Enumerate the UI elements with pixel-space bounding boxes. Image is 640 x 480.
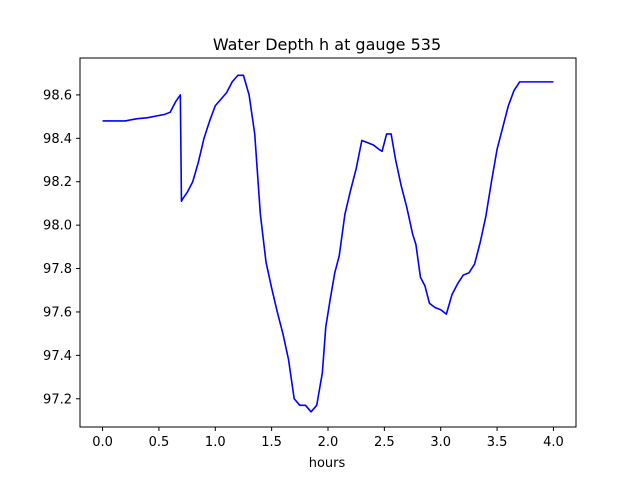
- y-tick-label: 98.0: [43, 219, 72, 234]
- x-axis: 0.0 0.5 1.0 1.5 2.0 2.5 3.0 3.5 4.0: [92, 427, 564, 450]
- x-tick-label: 1.5: [261, 435, 282, 450]
- y-tick-label: 98.2: [43, 175, 72, 190]
- chart-title: Water Depth h at gauge 535: [213, 35, 441, 54]
- y-tick-label: 97.4: [43, 349, 72, 364]
- x-tick-label: 2.5: [374, 435, 395, 450]
- x-tick-label: 0.0: [92, 435, 113, 450]
- series-line-0: [102, 74, 554, 413]
- x-tick-label: 2.0: [318, 435, 339, 450]
- y-tick-label: 97.6: [43, 305, 72, 320]
- x-tick-label: 3.0: [430, 435, 451, 450]
- y-tick-label: 98.4: [43, 132, 72, 147]
- y-axis: 97.2 97.4 97.6 97.8 98.0 98.2 98.4 98.6: [43, 88, 80, 407]
- x-axis-label: hours: [309, 456, 346, 471]
- x-tick-label: 1.0: [205, 435, 226, 450]
- x-tick-label: 0.5: [149, 435, 170, 450]
- y-tick-label: 97.8: [43, 262, 72, 277]
- plot-area-frame: [79, 57, 577, 428]
- x-tick-label: 4.0: [543, 435, 564, 450]
- y-tick-label: 98.6: [43, 88, 72, 103]
- y-tick-label: 97.2: [43, 392, 72, 407]
- x-tick-label: 3.5: [487, 435, 508, 450]
